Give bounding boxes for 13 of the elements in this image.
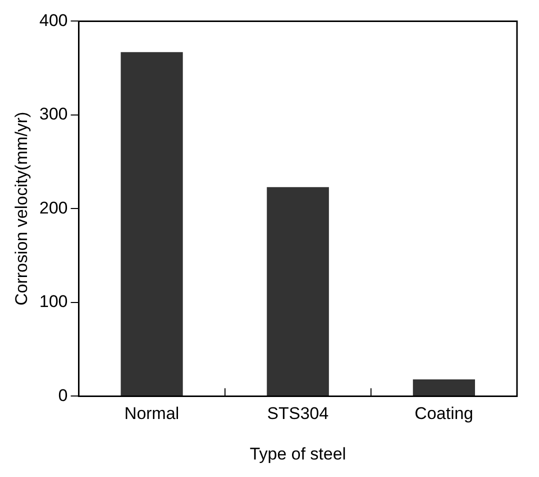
x-axis-title: Type of steel	[250, 444, 346, 464]
y-tick-label: 0	[58, 386, 68, 405]
bar	[412, 379, 476, 396]
y-tick-label: 400	[39, 10, 68, 30]
y-axis-title: Corrosion velocity(mm/yr)	[12, 112, 31, 306]
y-tick-label: 300	[39, 104, 68, 124]
y-tick-label: 200	[39, 198, 68, 218]
bar	[120, 52, 183, 396]
x-tick-label: Normal	[124, 404, 180, 424]
x-tick-label: Coating	[414, 404, 474, 424]
bar	[266, 187, 329, 396]
x-tick-label: STS304	[267, 404, 329, 424]
y-tick-label: 100	[39, 292, 68, 312]
